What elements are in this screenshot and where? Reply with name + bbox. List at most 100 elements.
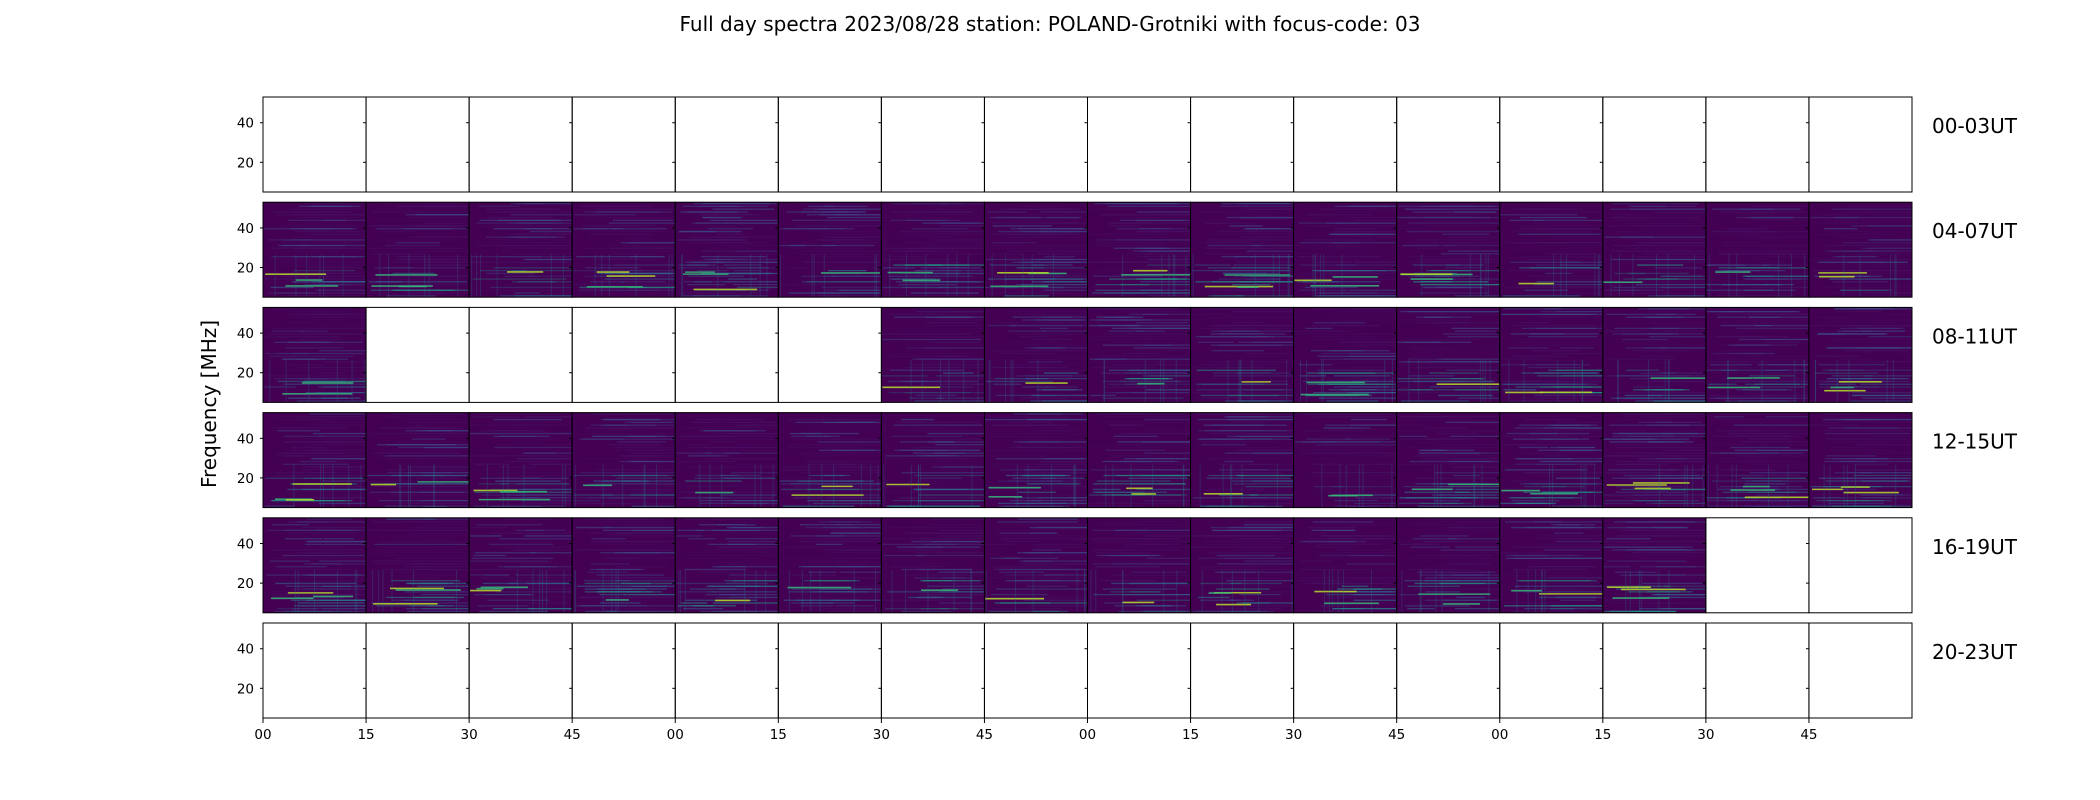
spectrum-background bbox=[1190, 202, 1294, 298]
spectrum-panel bbox=[569, 96, 676, 193]
spectrum-panel bbox=[1805, 306, 1913, 403]
spectrum-panel bbox=[1187, 201, 1295, 298]
spectrum-panel bbox=[363, 517, 470, 614]
spectrum-panel bbox=[672, 517, 779, 614]
spectrum-panel bbox=[466, 306, 573, 403]
row-time-label: 00-03UT bbox=[1932, 114, 2018, 138]
panel-frame bbox=[1705, 96, 1810, 193]
spectrum-panel bbox=[1599, 201, 1707, 298]
chart-title: Full day spectra 2023/08/28 station: POL… bbox=[680, 12, 1421, 36]
spectrum-panel bbox=[878, 96, 985, 193]
panel-frame bbox=[1499, 96, 1604, 193]
spectrum-background bbox=[1705, 412, 1809, 508]
panel-frame bbox=[880, 96, 985, 193]
spectrum-panel bbox=[466, 412, 573, 509]
spectrum-panel bbox=[466, 517, 573, 614]
y-tick-label: 40 bbox=[237, 431, 254, 447]
panel-frame bbox=[1293, 96, 1398, 193]
spectrum-panel bbox=[672, 622, 779, 719]
x-tick-label: 15 bbox=[770, 727, 787, 743]
spectrum-panel bbox=[1290, 622, 1398, 719]
spectrum-panel bbox=[363, 622, 470, 719]
spectrum-panel bbox=[878, 306, 985, 403]
spectrum-panel bbox=[1084, 622, 1192, 719]
spectrum-background bbox=[984, 202, 1088, 298]
panel-frame bbox=[1705, 517, 1810, 614]
row-labels: 00-03UT 04-07UT 08-11UT 12-15UT 16-19UT 20-23… bbox=[1932, 114, 2018, 664]
spectrum-background bbox=[1190, 517, 1294, 613]
spectrum-background bbox=[366, 517, 470, 613]
panel-frame bbox=[1705, 622, 1810, 719]
panel-frame bbox=[468, 306, 573, 403]
spectrum-background bbox=[1499, 307, 1603, 403]
spectrum-panel bbox=[878, 412, 985, 509]
spectrum-background bbox=[1396, 202, 1500, 298]
spectrum-background bbox=[1293, 412, 1397, 508]
panel-frame bbox=[777, 622, 882, 719]
spectrum-panel bbox=[569, 622, 676, 719]
spectrum-panel bbox=[1702, 96, 1810, 193]
row-time-label: 12-15UT bbox=[1932, 430, 2018, 454]
spectrum-background bbox=[263, 307, 367, 403]
spectrum-background bbox=[1087, 517, 1191, 613]
spectrum-background bbox=[1808, 202, 1912, 298]
spectrum-background bbox=[469, 517, 573, 613]
spectrum-panel bbox=[569, 517, 676, 614]
x-tick-label: 00 bbox=[1079, 727, 1096, 743]
spectrum-panel bbox=[260, 622, 367, 719]
spectrum-background bbox=[778, 517, 882, 613]
panel-frame bbox=[468, 96, 573, 193]
spectrum-background bbox=[881, 412, 985, 508]
spectrum-panel bbox=[1496, 306, 1604, 403]
spectrum-panel bbox=[878, 622, 985, 719]
spectrum-panel bbox=[466, 201, 573, 298]
spectrum-panel bbox=[1702, 517, 1810, 614]
panel-frame bbox=[365, 96, 470, 193]
spectrum-background bbox=[366, 202, 470, 298]
spectrum-panel bbox=[1393, 622, 1501, 719]
spectrum-panel bbox=[672, 412, 779, 509]
x-tick-label: 15 bbox=[1594, 727, 1611, 743]
x-tick-label: 45 bbox=[1800, 727, 1817, 743]
y-tick-label: 40 bbox=[237, 326, 254, 342]
panel-frame bbox=[262, 622, 367, 719]
spectrum-panel bbox=[466, 622, 573, 719]
spectrum-background bbox=[572, 412, 676, 508]
spectrum-panel bbox=[1187, 412, 1295, 509]
spectrum-panel bbox=[1805, 622, 1913, 719]
spectrum-panel bbox=[672, 96, 779, 193]
spectrum-background bbox=[1705, 202, 1809, 298]
spectrum-panel bbox=[1393, 306, 1508, 403]
spectrum-panel bbox=[775, 517, 882, 614]
spectrum-panel bbox=[1496, 412, 1604, 509]
spectrum-panel bbox=[1290, 96, 1398, 193]
spectrum-background bbox=[675, 517, 779, 613]
panel-frame bbox=[262, 96, 367, 193]
spectrum-panel bbox=[363, 201, 470, 298]
x-tick-label: 30 bbox=[1285, 727, 1302, 743]
spectrum-panel bbox=[1702, 412, 1815, 509]
spectrum-background bbox=[572, 517, 676, 613]
panel-frame bbox=[1190, 96, 1295, 193]
spectrum-panel bbox=[260, 96, 367, 193]
spectrum-background bbox=[1293, 202, 1397, 298]
spectrum-panel bbox=[1084, 201, 1194, 298]
spectrum-panel bbox=[260, 201, 367, 298]
spectrum-panel bbox=[672, 201, 779, 298]
spectrum-background bbox=[1602, 412, 1706, 508]
spectrum-background bbox=[1396, 307, 1500, 403]
spectrum-panel bbox=[1187, 517, 1295, 614]
spectrum-panel bbox=[1393, 96, 1501, 193]
spectrum-panel bbox=[1393, 412, 1521, 509]
spectrum-background bbox=[1602, 307, 1706, 403]
panel-frame bbox=[777, 306, 882, 403]
spectrum-panel bbox=[1599, 306, 1720, 403]
spectrum-background bbox=[984, 307, 1088, 403]
spectrum-panel bbox=[1084, 96, 1192, 193]
y-axis-label: Frequency [MHz] bbox=[197, 320, 221, 488]
spectrum-panel bbox=[1393, 201, 1501, 298]
spectrum-panel bbox=[569, 412, 676, 509]
